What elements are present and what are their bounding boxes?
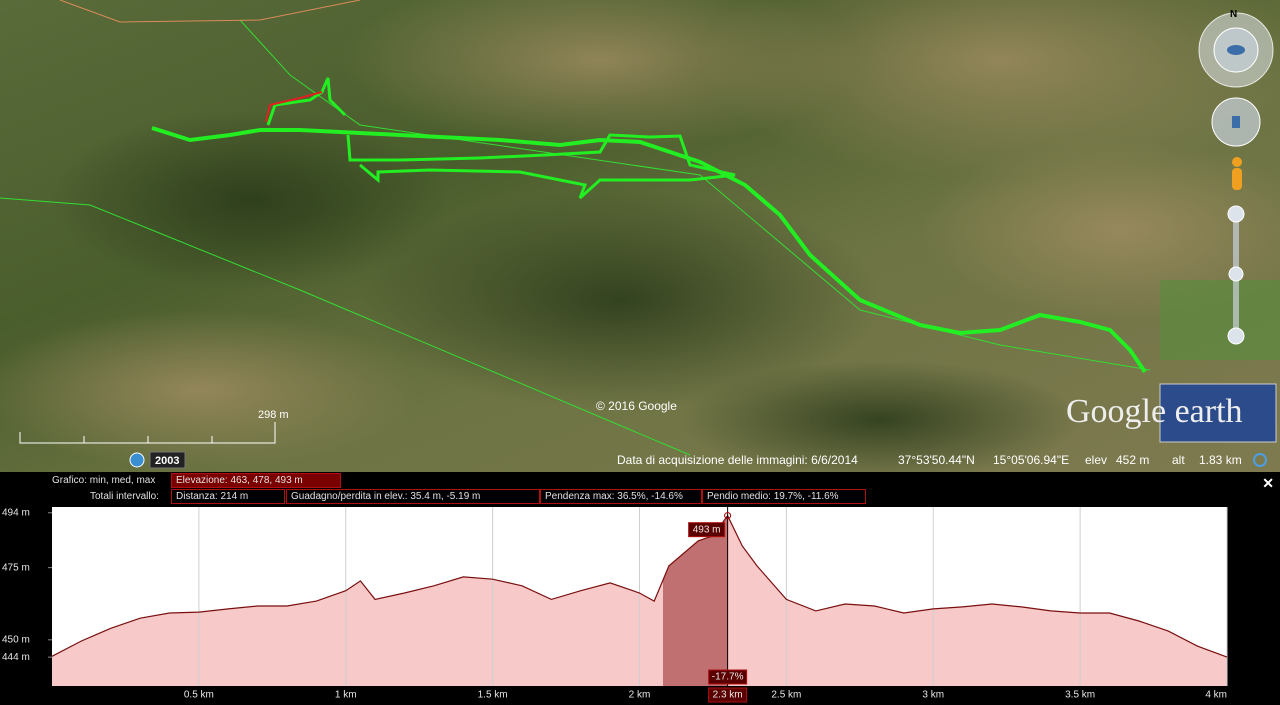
terrain-patch — [340, 0, 860, 150]
hand-icon — [1232, 116, 1240, 128]
elevation-stat: Elevazione: 463, 478, 493 m — [171, 473, 341, 488]
terrain-patch — [920, 140, 1280, 320]
map-view[interactable]: 298 m © 2016 Google 2003 Google earth Da… — [0, 0, 1280, 472]
compass-north: N — [1230, 9, 1237, 20]
street-view-icon[interactable] — [1232, 157, 1242, 167]
elevation-panel: ✕ Grafico: min, med, max Elevazione: 463… — [0, 472, 1280, 705]
elev-value: 452 m — [1116, 453, 1149, 467]
stats-label: Totali intervallo: — [90, 491, 159, 502]
gain-loss-stat: Guadagno/perdita in elev.: 35.4 m, -5.19… — [286, 489, 540, 504]
navigation-controls[interactable]: N — [1198, 9, 1274, 345]
max-slope-stat: Pendenza max: 36.5%, -14.6% — [540, 489, 702, 504]
elev-label: elev — [1085, 453, 1107, 467]
avg-slope-stat: Pendio medio: 19.7%, -11.6% — [702, 489, 866, 504]
boundary-line — [239, 19, 1151, 371]
gps-track — [346, 133, 736, 200]
distance-stat: Distanza: 214 m — [171, 489, 285, 504]
field — [1160, 280, 1280, 360]
terrain-patch — [50, 110, 450, 290]
alt-value: 1.83 km — [1199, 453, 1242, 467]
zoom-in[interactable] — [1227, 205, 1245, 223]
zoom-thumb[interactable] — [1228, 266, 1244, 282]
clock-icon[interactable] — [129, 452, 145, 468]
longitude: 15°05'06.94"E — [993, 453, 1069, 467]
boundary-line — [0, 197, 691, 456]
stats-label: Grafico: min, med, max — [52, 475, 156, 486]
copyright: © 2016 Google — [596, 399, 677, 413]
road-line — [59, 0, 361, 23]
acquisition-date: Data di acquisizione delle immagini: 6/6… — [617, 453, 858, 467]
status-bar: Data di acquisizione delle immagini: 6/6… — [617, 453, 1267, 467]
eye-icon — [1227, 45, 1245, 55]
year-box — [149, 451, 186, 469]
scale-bar: 298 m — [19, 409, 289, 444]
logo: Google earth — [1066, 383, 1277, 443]
selected-track — [265, 91, 323, 123]
history-control[interactable]: 2003 — [129, 451, 186, 469]
logo-box — [1159, 383, 1277, 443]
latitude: 37°53'50.44"N — [898, 453, 975, 467]
alt-label: alt — [1172, 453, 1185, 467]
logo-text: Google earth — [1066, 393, 1243, 430]
zoom-out[interactable] — [1227, 327, 1245, 345]
street-view-icon[interactable] — [1232, 168, 1242, 190]
history-year: 2003 — [155, 455, 179, 467]
terrain-patch — [360, 190, 880, 410]
status-indicator — [1253, 453, 1267, 467]
terrain-patch — [680, 360, 1080, 472]
scale-label: 298 m — [258, 409, 289, 421]
terrain-patch — [0, 310, 420, 470]
close-button[interactable]: ✕ — [1262, 475, 1274, 491]
scale-ruler — [19, 422, 276, 444]
